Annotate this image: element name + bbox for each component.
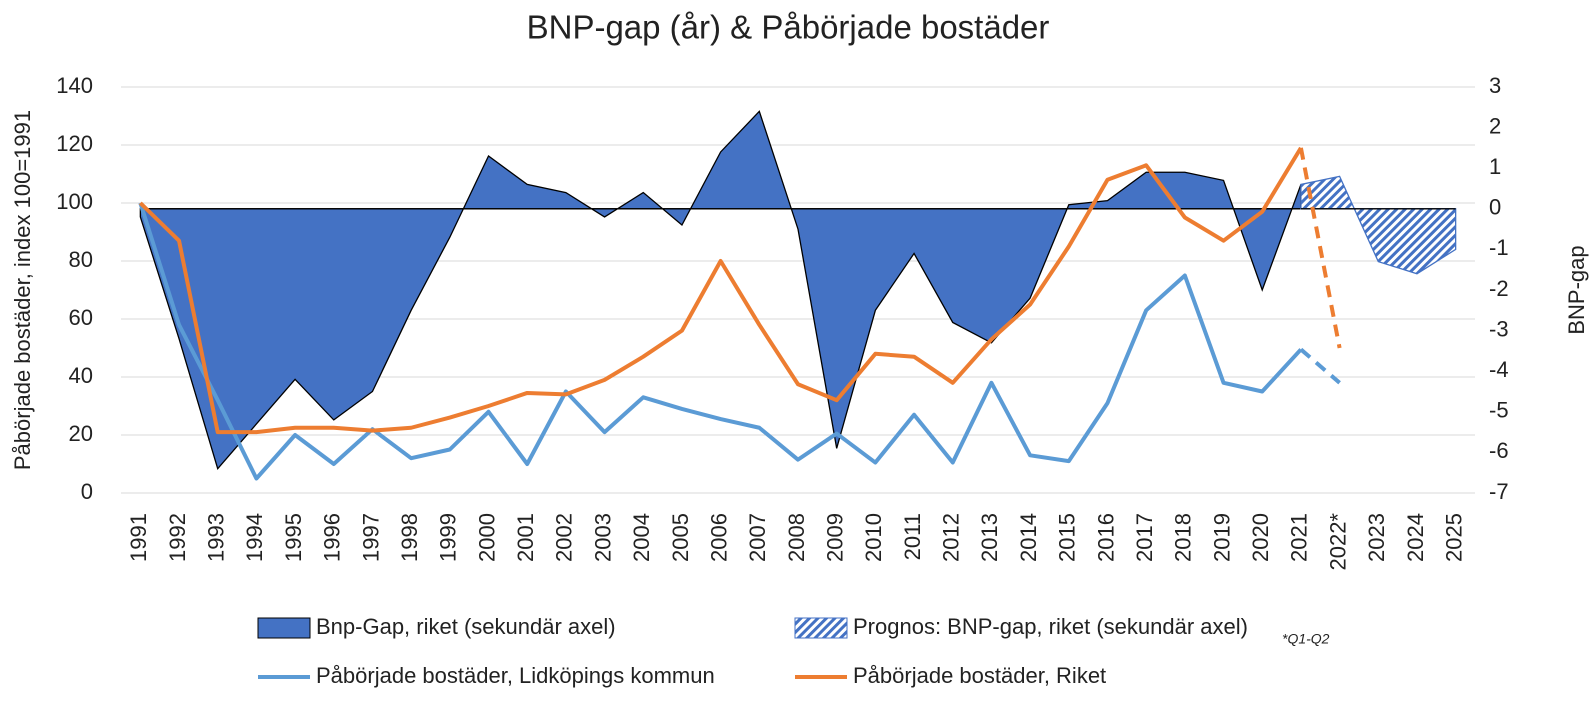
y-tick-label: 120	[56, 131, 93, 156]
x-tick-label: 2006	[706, 513, 731, 562]
y2-tick-label: 2	[1489, 113, 1501, 138]
x-tick-label: 2009	[822, 513, 847, 562]
legend-label: Påbörjade bostäder, Lidköpings kommun	[316, 663, 715, 688]
line	[138, 202, 1303, 481]
x-tick-label: 2018	[1171, 513, 1196, 562]
y2-tick-label: 0	[1489, 195, 1501, 220]
x-tick-label: 2008	[784, 513, 809, 562]
x-tick-label: 2001	[513, 513, 538, 562]
chart-title: BNP-gap (år) & Påbörjade bostäder	[527, 9, 1050, 46]
y2-tick-label: -4	[1489, 357, 1509, 382]
x-tick-label: 1994	[242, 513, 267, 562]
line-forecast	[1298, 147, 1342, 349]
x-tick-label: 2019	[1209, 513, 1234, 562]
x-tick-label: 1991	[126, 513, 151, 562]
x-tick-label: 2002	[552, 513, 577, 562]
x-tick-label: 2010	[861, 513, 886, 562]
legend-label: Bnp-Gap, riket (sekundär axel)	[316, 614, 616, 639]
y-tick-label: 0	[81, 479, 93, 504]
x-tick-label: 2016	[1093, 513, 1118, 562]
x-tick-label: 2025	[1441, 513, 1466, 562]
x-tick-label: 2003	[590, 513, 615, 562]
legend-label: Påbörjade bostäder, Riket	[853, 663, 1106, 688]
y-tick-label: 80	[69, 247, 93, 272]
legend-label: Prognos: BNP-gap, riket (sekundär axel)	[853, 614, 1248, 639]
x-tick-label: 2020	[1248, 513, 1273, 562]
y2-tick-label: 1	[1489, 154, 1501, 179]
y2-tick-label: -7	[1489, 479, 1509, 504]
y2-tick-label: -3	[1489, 316, 1509, 341]
x-tick-label: 2004	[629, 513, 654, 562]
x-tick-label: 2013	[977, 513, 1002, 562]
x-tick-label: 1996	[320, 513, 345, 562]
y2-tick-label: -1	[1489, 235, 1509, 260]
x-tick-label: 1992	[165, 513, 190, 562]
x-tick-label: 1999	[436, 513, 461, 562]
x-tick-label: 2011	[900, 513, 925, 560]
x-tick-label: 1993	[204, 513, 229, 562]
x-tick-label: 2012	[939, 513, 964, 562]
y-tick-label: 100	[56, 189, 93, 214]
x-tick-label: 2024	[1403, 513, 1428, 562]
y-tick-label: 60	[69, 305, 93, 330]
area	[139, 110, 1302, 470]
area	[1300, 175, 1457, 275]
x-tick-label: 1995	[281, 513, 306, 562]
x-tick-label: 2023	[1364, 513, 1389, 562]
legend-swatch	[794, 617, 848, 639]
x-tick-label: 2022*	[1325, 513, 1350, 571]
y2-tick-label: -5	[1489, 398, 1509, 423]
y2-tick-label: 3	[1489, 73, 1501, 98]
x-tick-label: 2005	[668, 513, 693, 562]
y2-tick-label: -6	[1489, 438, 1509, 463]
x-tick-label: 2021	[1287, 513, 1312, 562]
annotation: *Q1-Q2	[1282, 631, 1330, 647]
line	[138, 146, 1303, 435]
line-forecast	[1299, 347, 1341, 385]
y-tick-label: 40	[69, 363, 93, 388]
x-tick-label: 2015	[1055, 513, 1080, 562]
x-tick-label: 1998	[397, 513, 422, 562]
y2-axis-label: BNP-gap	[1564, 245, 1589, 334]
x-tick-label: 2014	[1016, 513, 1041, 562]
y2-tick-label: -2	[1489, 276, 1509, 301]
y-tick-label: 20	[69, 421, 93, 446]
y-axis-label: Påbörjade bostäder, index 100=1991	[10, 110, 35, 470]
x-tick-label: 2007	[745, 513, 770, 562]
x-tick-label: 2000	[474, 513, 499, 562]
x-tick-label: 2017	[1132, 513, 1157, 562]
legend-swatch	[257, 617, 311, 639]
y-tick-label: 140	[56, 73, 93, 98]
x-tick-label: 1997	[358, 513, 383, 562]
